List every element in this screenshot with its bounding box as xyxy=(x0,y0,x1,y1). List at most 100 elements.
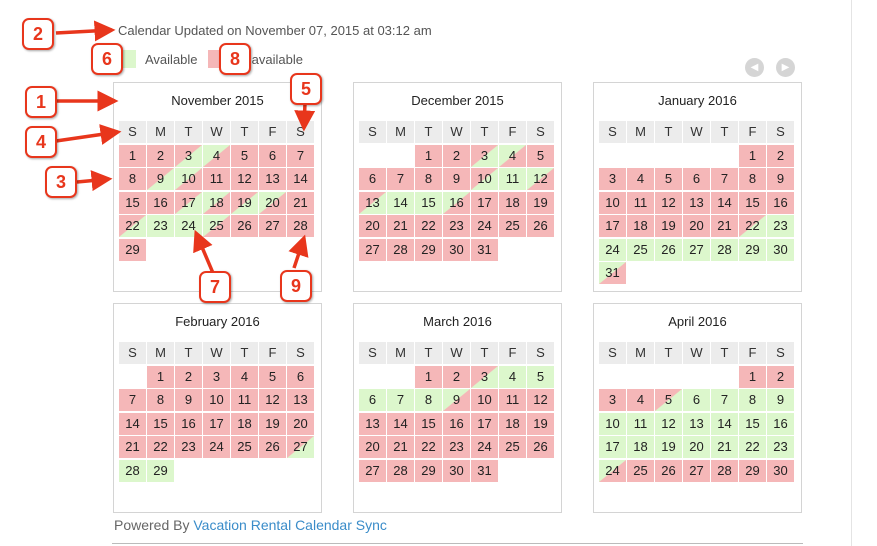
day-cell[interactable]: 21 xyxy=(287,191,314,214)
day-cell[interactable]: 9 xyxy=(767,168,794,190)
day-cell[interactable]: 29 xyxy=(147,459,174,482)
day-cell[interactable]: 28 xyxy=(387,459,414,482)
day-cell[interactable]: 28 xyxy=(119,459,146,482)
day-cell[interactable]: 2 xyxy=(443,144,470,167)
day-cell[interactable]: 20 xyxy=(359,436,386,458)
day-cell[interactable]: 18 xyxy=(203,191,230,214)
day-cell[interactable]: 23 xyxy=(443,215,470,237)
day-cell[interactable]: 28 xyxy=(287,215,314,237)
day-cell[interactable]: 15 xyxy=(119,191,146,214)
day-cell[interactable]: 21 xyxy=(387,215,414,237)
day-cell[interactable]: 25 xyxy=(203,215,230,237)
day-cell[interactable]: 4 xyxy=(627,389,654,411)
day-cell[interactable]: 16 xyxy=(147,191,174,214)
day-cell[interactable]: 13 xyxy=(359,412,386,435)
day-cell[interactable]: 24 xyxy=(471,436,498,458)
day-cell[interactable]: 12 xyxy=(655,412,682,435)
day-cell[interactable]: 17 xyxy=(203,412,230,435)
day-cell[interactable]: 31 xyxy=(599,262,626,284)
day-cell[interactable]: 29 xyxy=(119,238,146,261)
day-cell[interactable]: 8 xyxy=(739,389,766,411)
day-cell[interactable]: 24 xyxy=(175,215,202,237)
day-cell[interactable]: 8 xyxy=(415,168,442,190)
day-cell[interactable]: 10 xyxy=(203,389,230,411)
day-cell[interactable]: 16 xyxy=(443,191,470,214)
day-cell[interactable]: 22 xyxy=(415,436,442,458)
day-cell[interactable]: 17 xyxy=(175,191,202,214)
day-cell[interactable]: 25 xyxy=(627,459,654,482)
day-cell[interactable]: 1 xyxy=(739,144,766,167)
day-cell[interactable]: 30 xyxy=(443,238,470,261)
day-cell[interactable]: 1 xyxy=(739,365,766,388)
day-cell[interactable]: 4 xyxy=(231,365,258,388)
day-cell[interactable]: 7 xyxy=(711,389,738,411)
day-cell[interactable]: 25 xyxy=(499,215,526,237)
day-cell[interactable]: 4 xyxy=(203,144,230,167)
day-cell[interactable]: 23 xyxy=(147,215,174,237)
day-cell[interactable]: 2 xyxy=(767,144,794,167)
day-cell[interactable]: 27 xyxy=(287,436,314,458)
day-cell[interactable]: 29 xyxy=(415,459,442,482)
day-cell[interactable]: 11 xyxy=(203,168,230,190)
day-cell[interactable]: 6 xyxy=(359,389,386,411)
day-cell[interactable]: 12 xyxy=(259,389,286,411)
day-cell[interactable]: 20 xyxy=(287,412,314,435)
day-cell[interactable]: 20 xyxy=(259,191,286,214)
day-cell[interactable]: 4 xyxy=(627,168,654,190)
day-cell[interactable]: 10 xyxy=(599,412,626,435)
day-cell[interactable]: 18 xyxy=(231,412,258,435)
day-cell[interactable]: 6 xyxy=(259,144,286,167)
day-cell[interactable]: 24 xyxy=(599,238,626,261)
day-cell[interactable]: 23 xyxy=(443,436,470,458)
day-cell[interactable]: 6 xyxy=(359,168,386,190)
day-cell[interactable]: 19 xyxy=(527,412,554,435)
day-cell[interactable]: 20 xyxy=(683,215,710,237)
day-cell[interactable]: 21 xyxy=(711,436,738,458)
day-cell[interactable]: 13 xyxy=(259,168,286,190)
day-cell[interactable]: 14 xyxy=(711,191,738,214)
day-cell[interactable]: 10 xyxy=(175,168,202,190)
day-cell[interactable]: 1 xyxy=(415,144,442,167)
day-cell[interactable]: 3 xyxy=(175,144,202,167)
day-cell[interactable]: 13 xyxy=(287,389,314,411)
day-cell[interactable]: 6 xyxy=(683,168,710,190)
day-cell[interactable]: 17 xyxy=(599,436,626,458)
day-cell[interactable]: 9 xyxy=(443,168,470,190)
day-cell[interactable]: 14 xyxy=(287,168,314,190)
day-cell[interactable]: 14 xyxy=(387,412,414,435)
day-cell[interactable]: 19 xyxy=(655,215,682,237)
day-cell[interactable]: 5 xyxy=(527,144,554,167)
day-cell[interactable]: 12 xyxy=(527,168,554,190)
day-cell[interactable]: 22 xyxy=(119,215,146,237)
day-cell[interactable]: 9 xyxy=(767,389,794,411)
day-cell[interactable]: 18 xyxy=(627,436,654,458)
day-cell[interactable]: 3 xyxy=(471,144,498,167)
vacation-rental-calendar-sync-link[interactable]: Vacation Rental Calendar Sync xyxy=(193,517,387,533)
day-cell[interactable]: 7 xyxy=(711,168,738,190)
day-cell[interactable]: 11 xyxy=(499,168,526,190)
day-cell[interactable]: 5 xyxy=(231,144,258,167)
day-cell[interactable]: 22 xyxy=(147,436,174,458)
day-cell[interactable]: 30 xyxy=(767,238,794,261)
day-cell[interactable]: 26 xyxy=(527,436,554,458)
day-cell[interactable]: 25 xyxy=(499,436,526,458)
day-cell[interactable]: 2 xyxy=(147,144,174,167)
day-cell[interactable]: 31 xyxy=(471,459,498,482)
day-cell[interactable]: 14 xyxy=(119,412,146,435)
day-cell[interactable]: 5 xyxy=(527,365,554,388)
day-cell[interactable]: 8 xyxy=(147,389,174,411)
day-cell[interactable]: 28 xyxy=(387,238,414,261)
day-cell[interactable]: 22 xyxy=(415,215,442,237)
day-cell[interactable]: 12 xyxy=(655,191,682,214)
day-cell[interactable]: 5 xyxy=(655,389,682,411)
day-cell[interactable]: 31 xyxy=(471,238,498,261)
day-cell[interactable]: 6 xyxy=(287,365,314,388)
day-cell[interactable]: 19 xyxy=(655,436,682,458)
day-cell[interactable]: 26 xyxy=(527,215,554,237)
day-cell[interactable]: 7 xyxy=(387,168,414,190)
day-cell[interactable]: 13 xyxy=(683,412,710,435)
day-cell[interactable]: 26 xyxy=(231,215,258,237)
day-cell[interactable]: 11 xyxy=(627,412,654,435)
day-cell[interactable]: 23 xyxy=(767,215,794,237)
day-cell[interactable]: 8 xyxy=(415,389,442,411)
